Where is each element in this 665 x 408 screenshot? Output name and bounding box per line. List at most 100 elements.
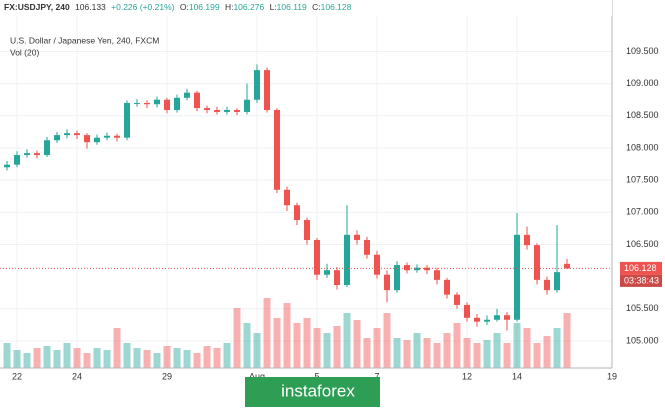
candle-body — [204, 108, 210, 111]
candle-body — [114, 135, 120, 138]
o-value: 106.199 — [189, 2, 220, 12]
volume-bar — [343, 313, 351, 368]
candle-body — [24, 153, 30, 156]
candle-body — [464, 304, 470, 318]
volume-bar — [543, 336, 551, 368]
candle-body — [94, 137, 100, 143]
candle-body — [274, 110, 280, 190]
candle-body — [344, 234, 350, 286]
l-value: 106.119 — [277, 2, 307, 12]
candle-body — [124, 102, 130, 138]
volume-bar — [453, 323, 461, 368]
y-tick-label: 109.500 — [626, 46, 659, 56]
volume-bar — [123, 343, 131, 368]
volume-bar — [3, 343, 11, 368]
watermark: instaforex — [281, 381, 355, 400]
x-tick-label: 5 — [314, 371, 319, 381]
candle-body — [104, 135, 110, 138]
countdown-box — [620, 274, 662, 287]
candle-body — [44, 140, 50, 156]
volume-bar — [313, 328, 321, 368]
y-tick-label: 105.000 — [626, 335, 659, 345]
y-tick-label: 105.500 — [626, 303, 659, 313]
countdown-label: 03:38:43 — [624, 275, 659, 285]
last: 106.133 — [75, 2, 106, 12]
chart-title: U.S. Dollar / Japanese Yen, 240, FXCM — [10, 35, 159, 45]
candle-body — [174, 97, 180, 111]
volume-label: Vol (20) — [10, 47, 39, 57]
x-tick-label: 14 — [512, 371, 522, 381]
volume-bar — [523, 328, 531, 368]
volume-bar — [113, 328, 121, 368]
candle-body — [294, 205, 300, 221]
volume-bar — [293, 323, 301, 368]
volume-bar — [263, 298, 271, 368]
volume-bar — [153, 353, 161, 368]
volume-bar — [233, 308, 241, 368]
volume-bar — [433, 343, 441, 368]
candle-body — [214, 110, 220, 112]
candle-body — [504, 315, 510, 320]
candle-body — [424, 267, 430, 271]
l-label: L: — [270, 2, 277, 12]
candle-body — [84, 135, 90, 143]
h-label: H: — [225, 2, 234, 12]
volume-bar — [463, 338, 471, 368]
volume-bar — [403, 340, 411, 368]
candle-body — [34, 153, 40, 156]
volume-bar — [133, 348, 141, 368]
candle-body — [364, 239, 370, 255]
volume-bar — [143, 350, 151, 368]
candle-body — [434, 270, 440, 280]
volume-bar — [43, 346, 51, 368]
candle-body — [314, 239, 320, 275]
candle-body — [54, 135, 60, 141]
last-price-label: 106.128 — [624, 263, 657, 273]
volume-bar — [83, 353, 91, 368]
x-tick-label: 7 — [374, 371, 379, 381]
candle-body — [484, 319, 490, 322]
candle-body — [264, 70, 270, 111]
candle-body — [334, 270, 340, 286]
x-tick-label: 12 — [462, 371, 472, 381]
volume-bar — [503, 343, 511, 368]
volume-bar — [323, 333, 331, 368]
header-bar — [0, 0, 612, 16]
candle-body — [244, 99, 250, 112]
candle-body — [414, 267, 420, 271]
candle-body — [514, 234, 520, 320]
candle-body — [404, 265, 410, 271]
volume-bar — [553, 328, 561, 368]
x-tick-label: 29 — [162, 371, 172, 381]
volume-bar — [423, 338, 431, 368]
volume-bar — [473, 343, 481, 368]
candle-body — [194, 92, 200, 109]
c-label: C: — [312, 2, 321, 12]
volume-bar — [353, 320, 361, 368]
volume-bar — [243, 323, 251, 368]
candle-body — [254, 70, 260, 100]
candle-body — [394, 265, 400, 291]
y-tick-label: 109.000 — [626, 78, 659, 88]
volume-bar — [363, 338, 371, 368]
volume-bar — [483, 340, 491, 368]
volume-bar — [13, 350, 21, 368]
o-label: O: — [180, 2, 189, 12]
candle-body — [164, 99, 170, 111]
volume-bar — [373, 328, 381, 368]
candle-body — [154, 99, 160, 105]
watermark-box — [245, 377, 380, 407]
candle-body — [534, 245, 540, 280]
volume-bar — [73, 348, 81, 368]
candle-body — [354, 234, 360, 240]
volume-bar — [103, 350, 111, 368]
symbol: FX:USDJPY, 240 — [4, 2, 70, 12]
x-tick-label: 24 — [72, 371, 82, 381]
x-tick-label: 19 — [607, 371, 617, 381]
volume-bar — [163, 346, 171, 368]
change: +0.226 (+0.21%) — [111, 2, 174, 12]
candle-body — [4, 164, 10, 168]
volume-bar — [533, 343, 541, 368]
